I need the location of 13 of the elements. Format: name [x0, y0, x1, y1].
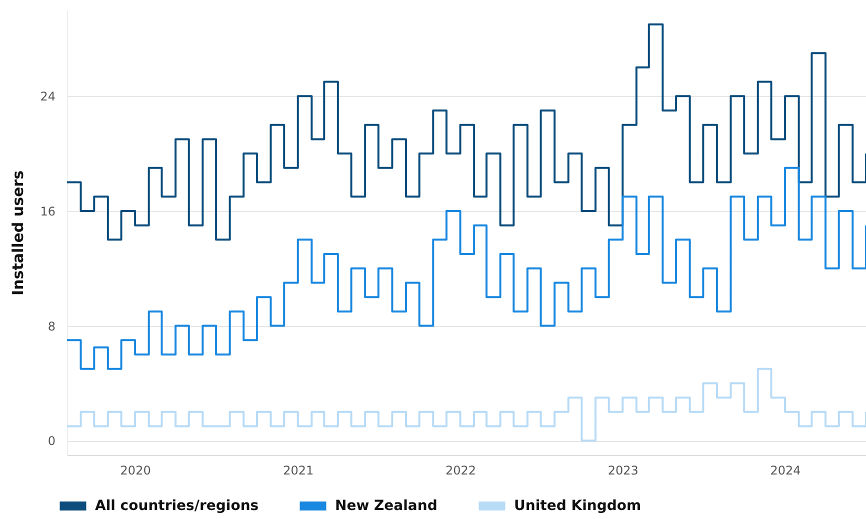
x-tick-label: 2023	[608, 464, 638, 478]
y-tick-label: 24	[40, 90, 56, 104]
y-tick-label: 8	[48, 319, 56, 334]
legend-label: New Zealand	[335, 498, 438, 514]
legend-label: United Kingdom	[514, 498, 642, 514]
x-tick-label: 2020	[120, 464, 151, 478]
y-axis-title: Installed users	[9, 170, 28, 296]
x-tick-label: 2021	[283, 464, 314, 478]
y-tick-label: 0	[48, 434, 56, 448]
x-tick-label: 2022	[446, 464, 476, 478]
y-tick-label: 16	[40, 204, 56, 218]
x-tick-label: 2024	[770, 464, 801, 478]
legend-label: All countries/regions	[95, 498, 259, 514]
